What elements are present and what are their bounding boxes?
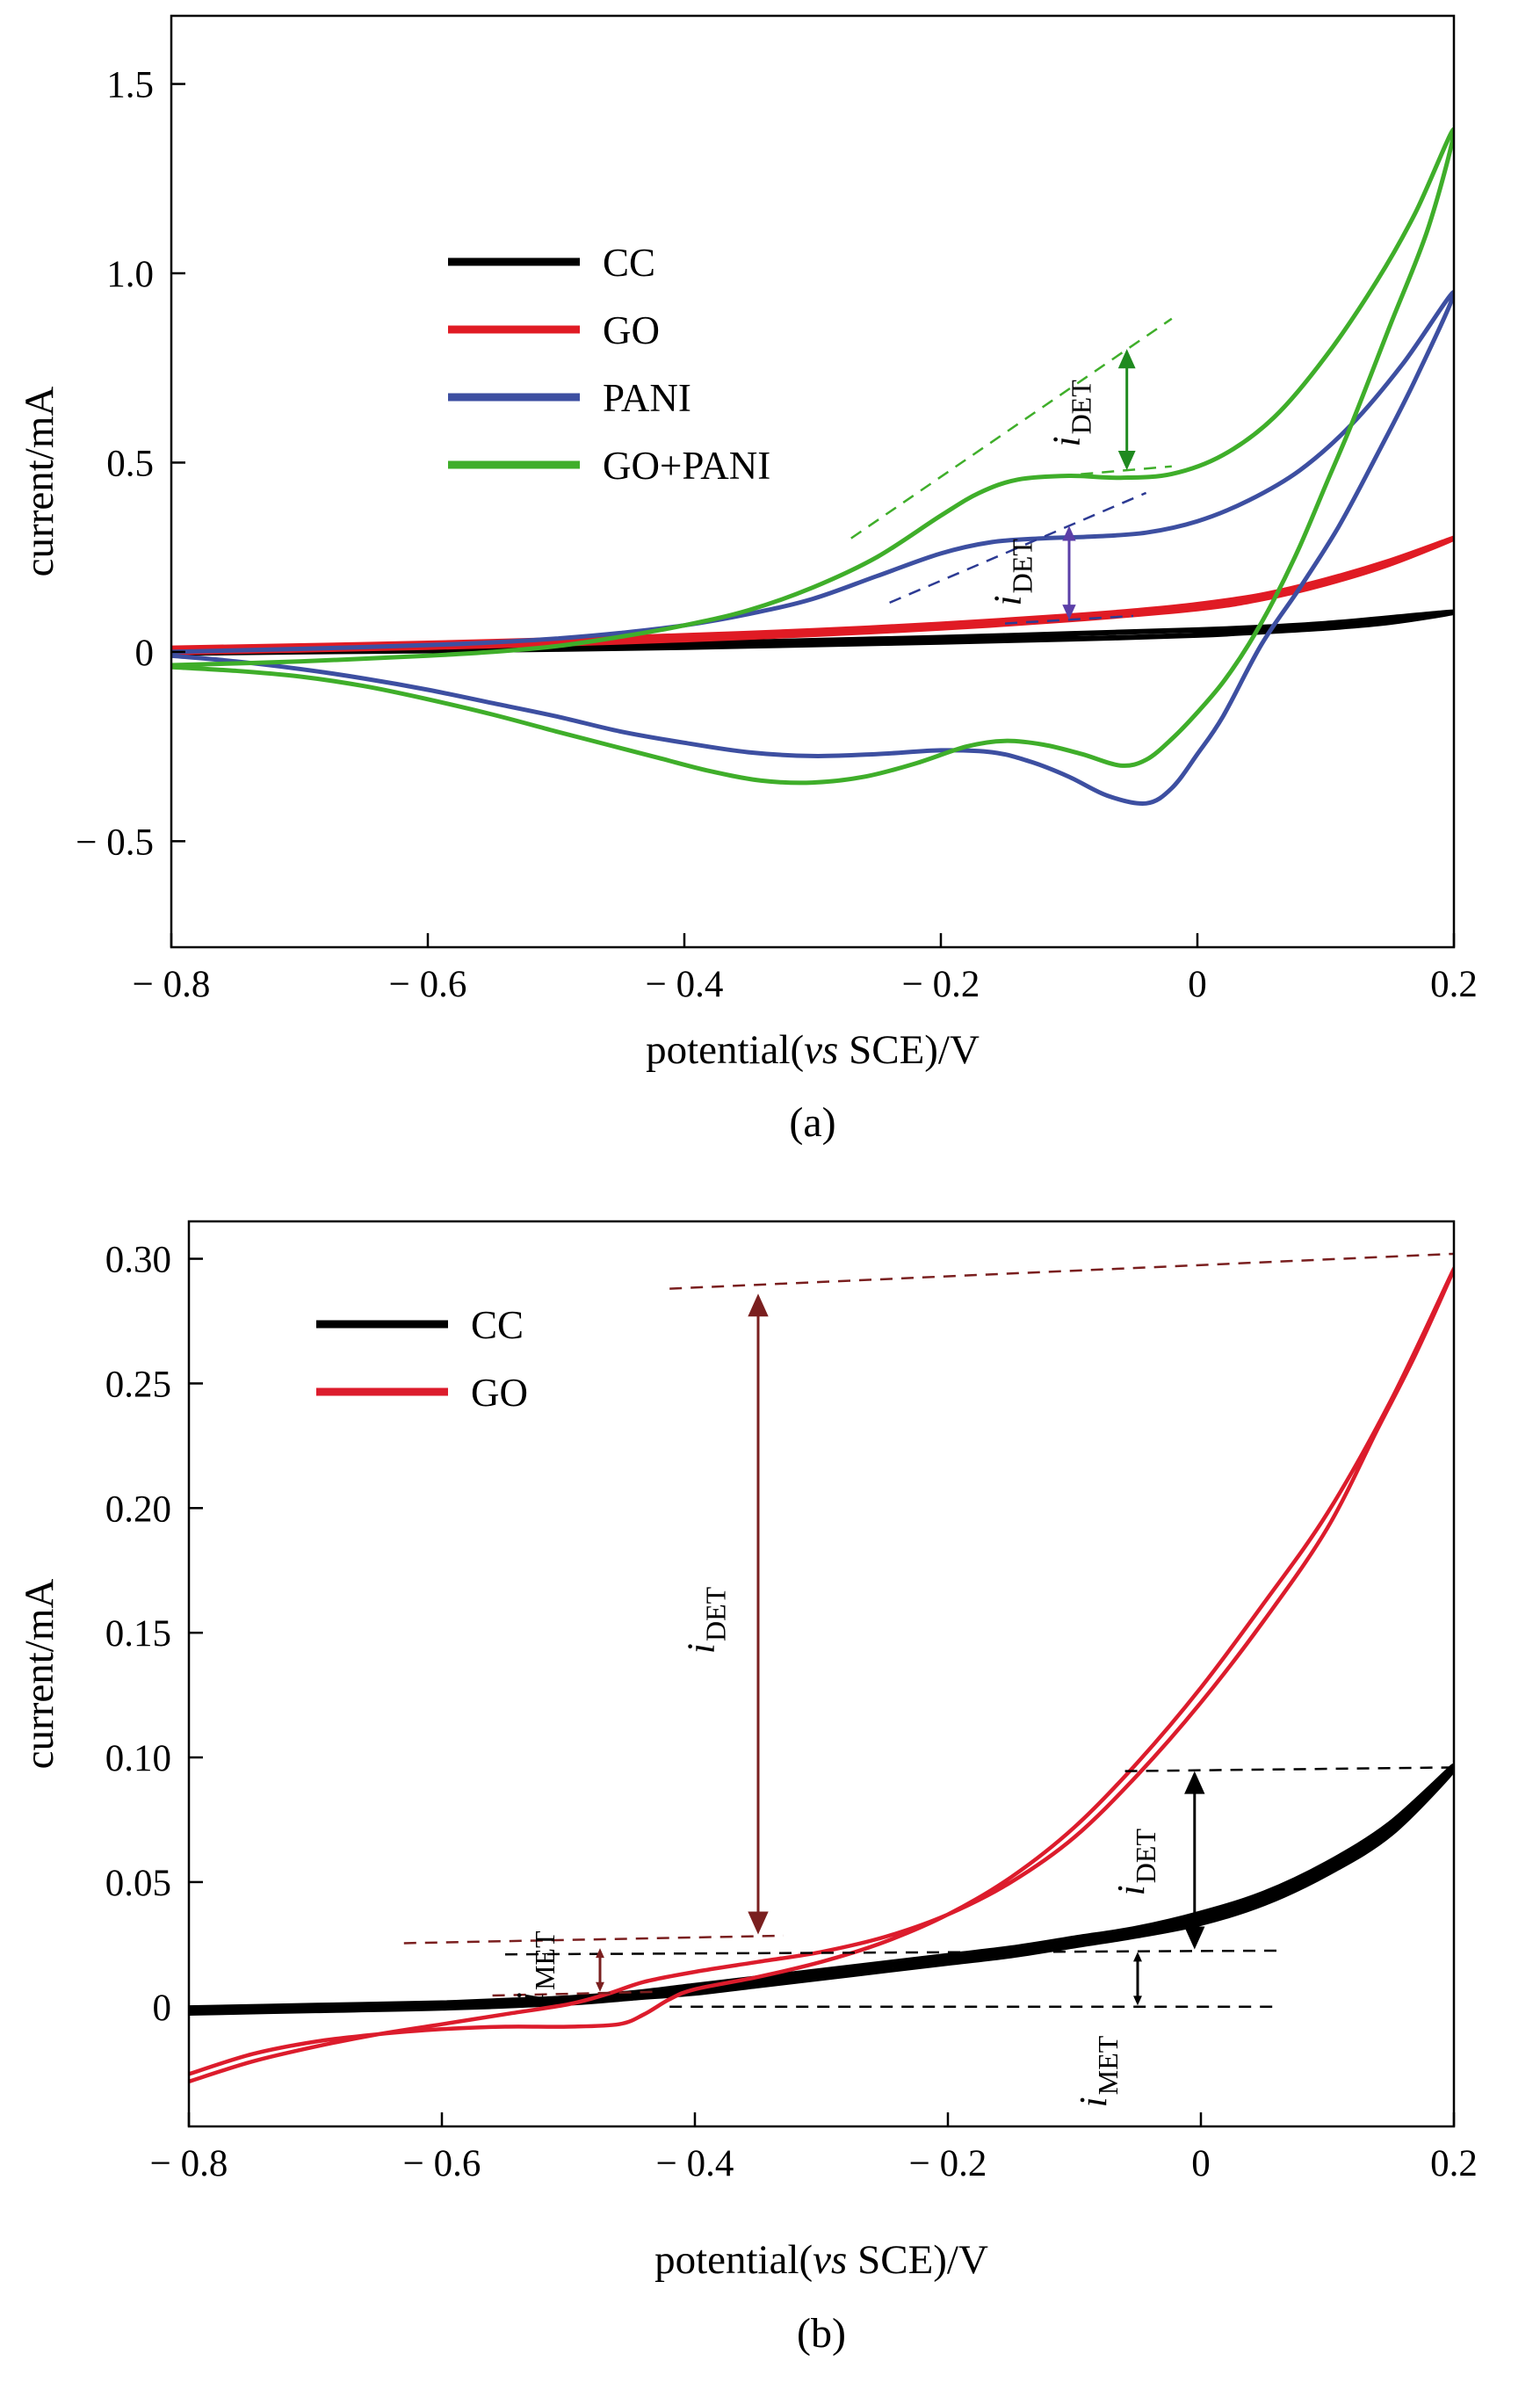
y-tick-label: 1.0 — [106, 254, 154, 295]
legend-label: GO — [471, 1371, 528, 1415]
annotation-arrowhead — [1184, 1771, 1205, 1794]
x-axis-label-a-pre: potential( — [646, 1027, 805, 1073]
x-tick-label: − 0.6 — [389, 964, 467, 1005]
y-tick-label: 0.30 — [105, 1240, 171, 1281]
legend-item-go-pani: GO+PANI — [448, 444, 770, 488]
y-tick-label: 0.25 — [105, 1364, 171, 1405]
x-tick-label: 0.2 — [1430, 2143, 1478, 2184]
annotation-arrowhead — [1117, 349, 1136, 369]
x-axis-label-b: potential(vs SCE)/V — [654, 2236, 988, 2284]
annotation-arrowhead — [1133, 1952, 1142, 1962]
annotation-arrowhead — [596, 1981, 604, 1992]
y-tick-label: 0.10 — [105, 1738, 171, 1779]
annotation-dashed-line — [403, 1934, 784, 1945]
x-tick-label: − 0.4 — [646, 964, 724, 1005]
y-tick-label: 0 — [135, 633, 155, 674]
annotation-arrowhead — [1133, 1995, 1142, 2006]
legend-item-go: GO — [448, 308, 660, 352]
annotation-label: iDET — [1045, 380, 1097, 447]
x-axis-label-b-pre: potential( — [654, 2237, 813, 2283]
x-axis-label-a-vs: vs — [804, 1027, 839, 1073]
curves-group — [171, 127, 1454, 807]
annotation-arrowhead — [1062, 605, 1076, 620]
annotation-dashed-line — [1124, 1766, 1455, 1772]
series-go-curve — [189, 1266, 1454, 2084]
y-tick-label: 0.05 — [105, 1863, 171, 1904]
annotation-dashed-line — [492, 1990, 657, 1997]
y-tick-label: 0.5 — [106, 443, 154, 484]
plot-border — [187, 1220, 1456, 2128]
annotation-arrowhead — [1062, 525, 1076, 541]
legend-label: GO+PANI — [603, 444, 770, 488]
x-axis-label-a-post: SCE)/V — [838, 1027, 980, 1073]
x-tick-label: 0.2 — [1430, 964, 1478, 1005]
annotation-label: iMET — [509, 1930, 560, 2003]
x-tick-label: 0 — [1191, 2143, 1211, 2184]
legend-label: CC — [603, 241, 655, 285]
y-tick-label: 0.20 — [105, 1488, 171, 1530]
series-cc-curve — [171, 609, 1454, 656]
annotation-arrowhead — [748, 1911, 769, 1935]
legend-label: PANI — [603, 376, 691, 420]
x-tick-label: 0 — [1188, 964, 1207, 1005]
x-tick-label: − 0.2 — [909, 2143, 987, 2184]
x-tick-label: − 0.8 — [150, 2143, 228, 2184]
annotation-dashed-line — [504, 1949, 1277, 1956]
legend-item-go: GO — [316, 1371, 528, 1415]
plot-border — [170, 14, 1456, 949]
annotation-label: iDET — [680, 1586, 732, 1654]
legend-label: CC — [471, 1303, 524, 1347]
x-tick-label: − 0.2 — [902, 964, 980, 1005]
legend-item-pani: PANI — [448, 376, 691, 420]
x-axis-label-a: potential(vs SCE)/V — [646, 1026, 980, 1074]
annotation-dashed-line — [850, 317, 1173, 540]
series-go-pani-curve — [171, 127, 1454, 786]
series-cc-curve — [189, 1763, 1454, 2016]
y-axis-label-b: current/mA — [17, 1578, 62, 1770]
y-tick-label: 0 — [153, 1988, 172, 2029]
annotation-dashed-line — [889, 491, 1147, 605]
curves-group — [189, 1266, 1454, 2084]
legend-item-cc: CC — [448, 241, 655, 285]
legend-item-cc: CC — [316, 1303, 524, 1347]
annotation-arrowhead — [748, 1293, 769, 1317]
legend-label: GO — [603, 308, 660, 352]
x-axis-label-b-vs: vs — [813, 2237, 848, 2283]
x-axis-label-b-post: SCE)/V — [847, 2237, 988, 2283]
panel-b-caption: (b) — [797, 2310, 846, 2357]
annotation-arrowhead — [1184, 1926, 1205, 1950]
annotation-label: iDET — [1110, 1829, 1161, 1896]
annotation-dashed-line — [1017, 465, 1172, 482]
x-tick-label: − 0.6 — [403, 2143, 481, 2184]
annotation-arrowhead — [1117, 451, 1136, 471]
y-axis-label-a: current/mA — [17, 386, 62, 577]
series-pani-curve — [171, 290, 1454, 807]
series-go-curve — [171, 535, 1454, 656]
y-tick-label: − 0.5 — [76, 822, 154, 863]
annotation-label: iDET — [987, 539, 1038, 606]
y-tick-label: 1.5 — [106, 65, 154, 106]
cv-plot-b: iDET iMET iDET iMET − 0.8 − 0.6 − 0.4 − 0.2 0 0.2… — [105, 1220, 1478, 2184]
cv-plot-a: iDET iDET − 0.8 − 0.6 − 0.4 − 0.2 0 0.2 1.5 1.0 0.… — [76, 14, 1478, 1005]
panel-a-caption: (a) — [789, 1099, 836, 1146]
x-tick-label: − 0.8 — [133, 964, 211, 1005]
annotation-label: iMET — [1072, 2035, 1124, 2107]
y-tick-label: 0.15 — [105, 1613, 171, 1655]
x-tick-label: − 0.4 — [656, 2143, 734, 2184]
annotation-arrowhead — [596, 1948, 604, 1959]
annotation-dashed-line — [669, 1252, 1455, 1290]
